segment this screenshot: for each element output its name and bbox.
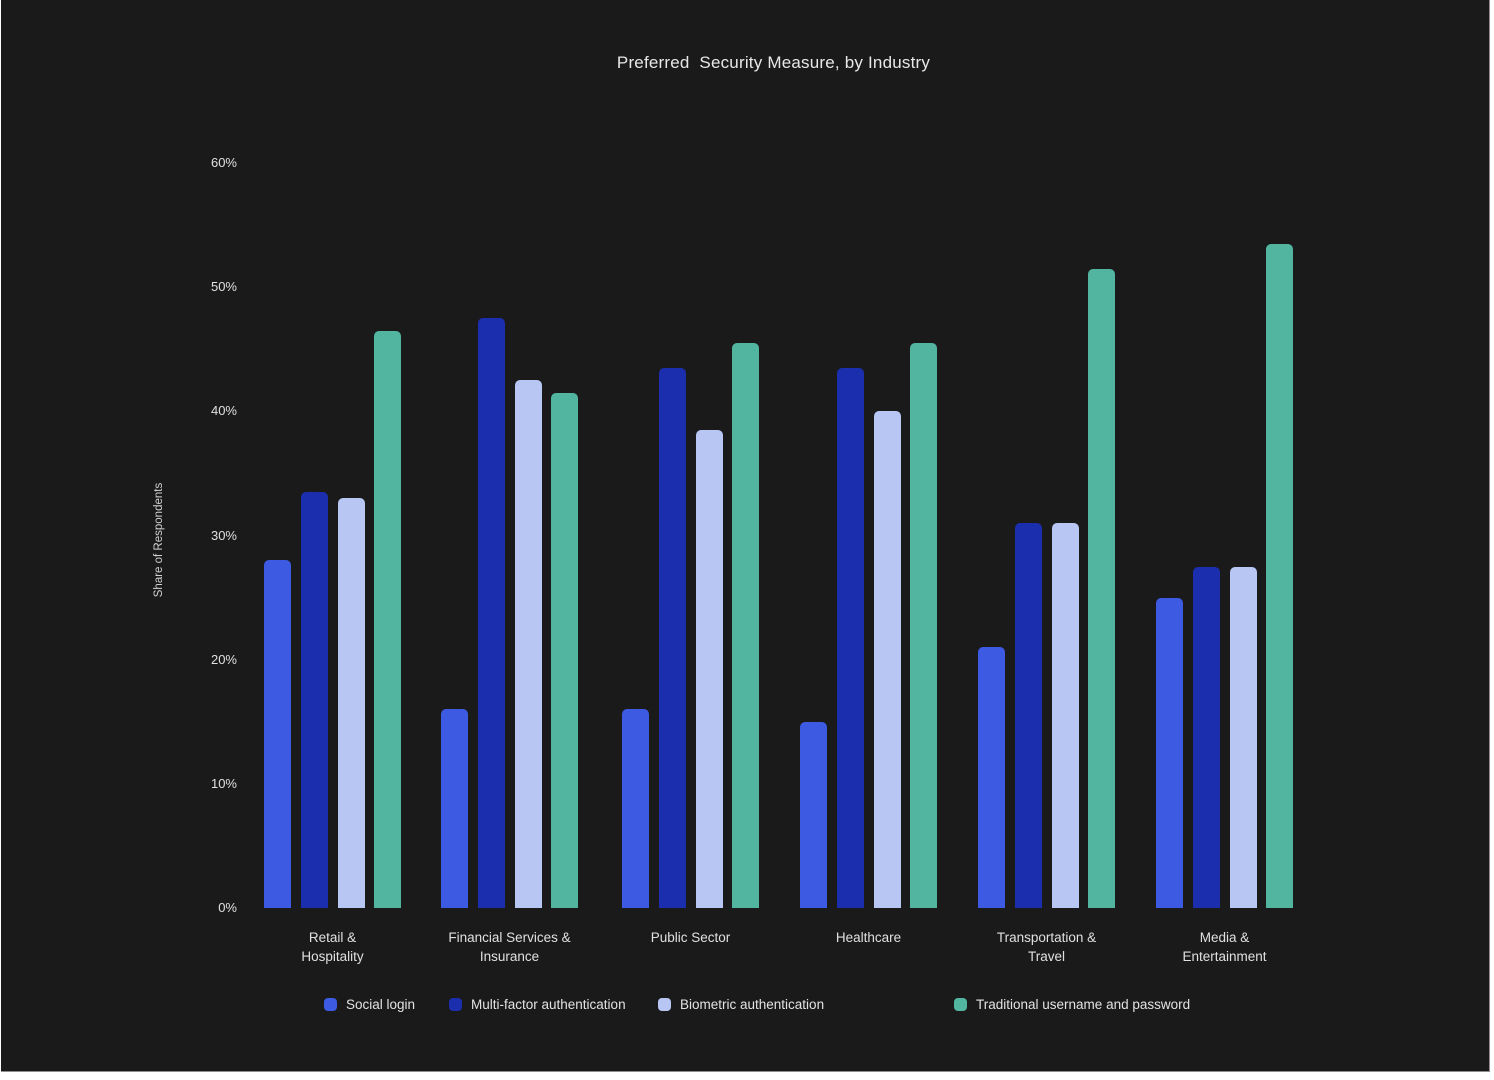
legend-item[interactable]: Biometric authentication <box>658 996 824 1013</box>
x-category-label: Retail & Hospitality <box>301 930 364 964</box>
bar[interactable] <box>551 392 578 908</box>
legend-label: Traditional username and password <box>976 997 1191 1012</box>
legend-label: Biometric authentication <box>680 997 825 1012</box>
bar[interactable] <box>1229 566 1257 908</box>
x-category-label: Media & Entertainment <box>1182 930 1267 964</box>
bar[interactable] <box>337 498 365 908</box>
bar[interactable] <box>478 318 505 908</box>
x-category-label: Public Sector <box>650 930 731 945</box>
y-tick-label: 30% <box>210 527 237 543</box>
y-axis-title: Share of Respondents <box>153 482 165 598</box>
bar[interactable] <box>1156 597 1183 908</box>
bar[interactable] <box>441 709 468 908</box>
bar[interactable] <box>1266 243 1293 908</box>
legend-swatch-icon <box>324 998 337 1011</box>
bar[interactable] <box>873 411 901 908</box>
y-tick-label: 50% <box>210 279 237 295</box>
y-tick-label: 10% <box>210 775 237 791</box>
x-category-label: Healthcare <box>835 930 902 945</box>
legend-swatch-icon <box>449 998 462 1011</box>
legend-label: Multi-factor authentication <box>471 997 626 1012</box>
y-tick-label: 40% <box>210 403 237 419</box>
bar[interactable] <box>1193 566 1220 908</box>
bar[interactable] <box>837 367 864 908</box>
bar[interactable] <box>732 343 759 908</box>
x-category-label: Financial Services & Insurance <box>448 930 571 964</box>
bar[interactable] <box>1051 523 1079 908</box>
y-tick-label: 60% <box>210 155 237 170</box>
legend-swatch-icon <box>954 998 967 1011</box>
bar[interactable] <box>514 380 542 908</box>
legend-item[interactable]: Social login <box>324 996 415 1013</box>
y-tick-label: 20% <box>210 651 237 667</box>
bar[interactable] <box>910 343 937 908</box>
chart-title: Preferred Security Measure, by Industry <box>616 53 931 72</box>
y-tick-label: 0% <box>218 900 237 915</box>
bar[interactable] <box>264 560 291 908</box>
legend-item[interactable]: Multi-factor authentication <box>449 996 626 1013</box>
legend-swatch-icon <box>658 998 671 1011</box>
legend-label: Social login <box>346 997 416 1012</box>
legend-item[interactable]: Traditional username and password <box>954 996 1190 1013</box>
bar[interactable] <box>978 647 1005 908</box>
bar[interactable] <box>695 429 723 908</box>
bar[interactable] <box>301 492 328 908</box>
bar[interactable] <box>622 709 649 908</box>
bar[interactable] <box>1088 268 1115 908</box>
bar[interactable] <box>659 367 686 908</box>
bar[interactable] <box>374 330 401 908</box>
x-category-label: Transportation & Travel <box>996 930 1097 964</box>
bar[interactable] <box>800 721 827 908</box>
bar[interactable] <box>1015 523 1042 908</box>
